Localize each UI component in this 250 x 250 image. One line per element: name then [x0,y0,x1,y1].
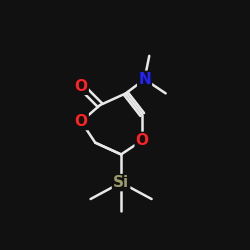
Text: O: O [75,79,88,94]
Text: O: O [136,133,149,148]
Text: Si: Si [113,175,129,190]
Text: N: N [138,72,151,87]
Text: O: O [75,114,88,129]
